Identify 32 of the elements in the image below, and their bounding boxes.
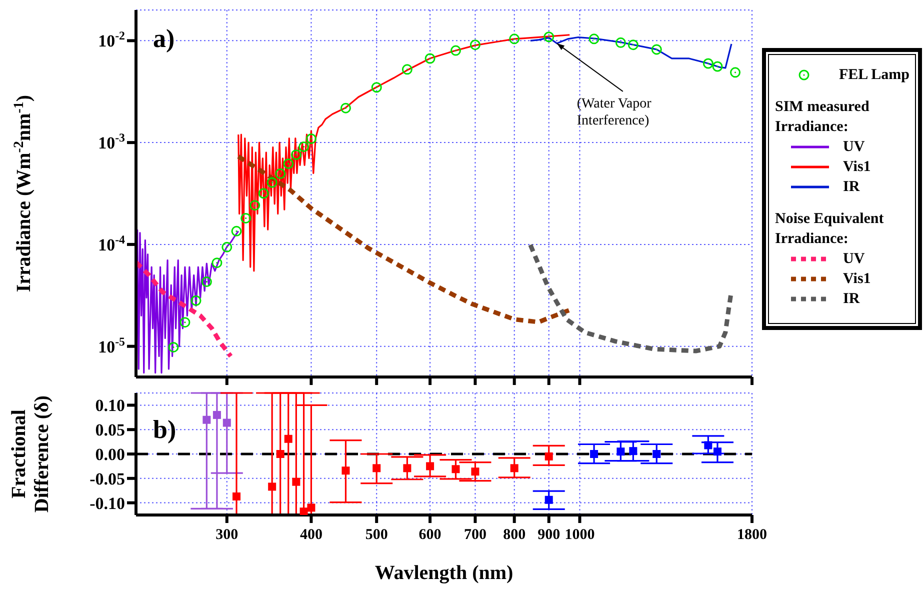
y-tick-label: 0.05 (95, 420, 125, 440)
x-axis-title: Wavlength (nm) (374, 562, 514, 584)
legend-label: UV (843, 250, 865, 268)
x-tick-label: 800 (503, 527, 526, 543)
y-tick-label: 10$^{-3}$ (98, 130, 126, 153)
y-tick-label: -0.05 (90, 469, 125, 488)
x-tick-label: 500 (365, 527, 388, 543)
legend-label: IR (843, 178, 860, 196)
y-tick-label: 10$^{-2}$ (98, 28, 126, 51)
y-tick-label: 10$^{-4}$ (98, 232, 126, 254)
y-axis-title: Fractional Difference (δ) (8, 395, 53, 513)
y-tick-label: -0.10 (90, 494, 125, 513)
text: Noise Equivalent Irradiance: (775, 210, 885, 249)
annotation: (Water Vapor Interference) (576, 96, 652, 128)
legend-label: UV (843, 138, 865, 156)
legend-label: Vis1 (843, 158, 871, 176)
text: b) (153, 415, 176, 445)
x-tick-label: 700 (464, 527, 486, 543)
y-tick-label: 10$^{-5}$ (98, 334, 126, 356)
text: SIM measured Irradiance: (775, 98, 870, 137)
x-tick-label: 900 (538, 527, 560, 543)
y-tick-label: 0.00 (95, 445, 125, 464)
legend-label: Vis1 (843, 270, 871, 288)
legend-label: FEL Lamp (839, 66, 910, 84)
x-tick-label: 400 (300, 527, 322, 543)
x-tick-label: 1800 (737, 527, 767, 543)
legend-label: IR (843, 290, 860, 308)
x-tick-label: 600 (418, 527, 442, 543)
y-tick-label: 0.10 (95, 396, 125, 416)
text: a) (153, 24, 175, 54)
x-tick-label: 1000 (564, 527, 595, 543)
x-tick-label: 300 (216, 527, 238, 543)
